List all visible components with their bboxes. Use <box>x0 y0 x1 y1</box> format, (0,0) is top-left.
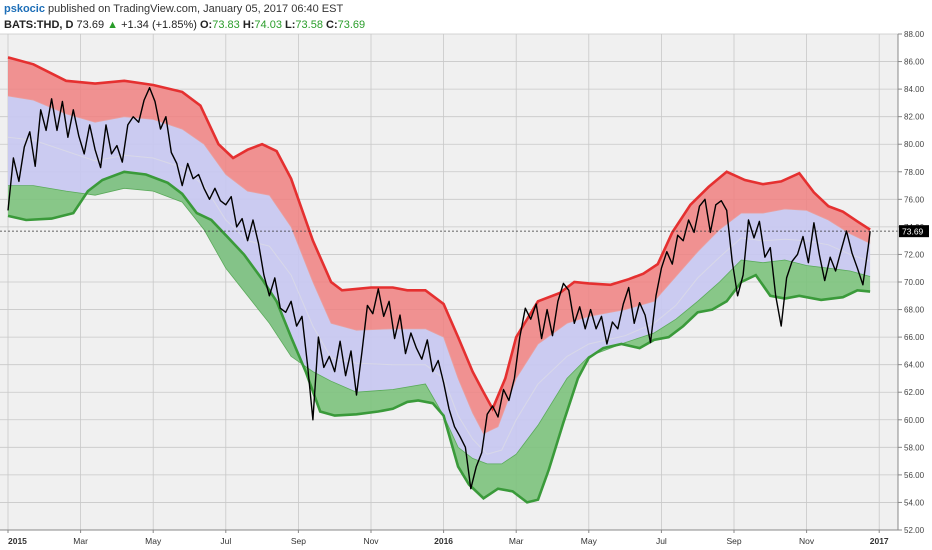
x-tick-label: Nov <box>799 536 815 546</box>
y-tick-label: 76.00 <box>904 195 925 204</box>
y-tick-label: 86.00 <box>904 58 925 67</box>
author-link[interactable]: pskocic <box>4 3 45 15</box>
x-tick-label: Sep <box>291 536 306 546</box>
high-value: 74.03 <box>254 19 282 31</box>
y-tick-label: 62.00 <box>904 388 925 397</box>
y-tick-label: 54.00 <box>904 498 925 507</box>
y-tick-label: 82.00 <box>904 113 925 122</box>
y-tick-label: 66.00 <box>904 333 925 342</box>
x-tick-label: 2017 <box>870 536 889 546</box>
x-tick-label: May <box>581 536 598 546</box>
y-tick-label: 88.00 <box>904 30 925 39</box>
publish-line: pskocic published on TradingView.com, Ja… <box>4 2 704 17</box>
ohlc-line: BATS:THD, D 73.69 ▲ +1.34 (+1.85%) O:73.… <box>4 18 704 33</box>
upper-band-line <box>7 56 871 412</box>
y-tick-label: 70.00 <box>904 278 925 287</box>
x-tick-label: Nov <box>363 536 379 546</box>
close-label: C: <box>326 19 338 31</box>
price-line <box>7 86 871 490</box>
y-tick-label: 64.00 <box>904 361 925 370</box>
x-tick-label: May <box>145 536 162 546</box>
x-tick-label: Sep <box>726 536 741 546</box>
x-tick-label: Mar <box>509 536 524 546</box>
lower-band-line <box>7 170 871 504</box>
y-tick-label: 68.00 <box>904 306 925 315</box>
x-tick-label: Mar <box>73 536 88 546</box>
lower-mid-line <box>8 185 871 465</box>
published-text: published on TradingView.com, January 05… <box>48 3 344 15</box>
open-value: 73.83 <box>212 19 240 31</box>
close-value: 73.69 <box>337 19 366 31</box>
x-tick-label: Jul <box>656 536 667 546</box>
x-tick-label: 2015 <box>8 536 27 546</box>
last-price-badge <box>899 225 929 238</box>
y-tick-label: 80.00 <box>904 140 925 149</box>
high-label: H: <box>242 19 255 31</box>
y-tick-label: 84.00 <box>904 85 925 94</box>
y-tick-label: 58.00 <box>904 443 925 452</box>
y-tick-label: 56.00 <box>904 471 925 480</box>
low-value: 73.58 <box>295 19 323 31</box>
y-tick-label: 52.00 <box>904 526 925 535</box>
y-tick-label: 78.00 <box>904 168 925 177</box>
chart-header: pskocic published on TradingView.com, Ja… <box>4 2 704 34</box>
last-price-label: 73.69 <box>902 227 924 237</box>
last-value: 73.69 <box>76 19 105 31</box>
change-value: +1.34 (+1.85%) <box>121 19 197 31</box>
up-arrow-icon: ▲ <box>107 19 119 31</box>
middle-band-fill <box>8 96 871 464</box>
lower-band-fill <box>8 171 871 503</box>
x-tick-label: 2016 <box>434 536 453 546</box>
x-tick-label: Jul <box>220 536 231 546</box>
upper-mid-line <box>7 95 871 435</box>
y-tick-label: 60.00 <box>904 416 925 425</box>
low-label: L: <box>285 19 296 31</box>
open-label: O: <box>199 19 213 31</box>
y-tick-label: 72.00 <box>904 250 925 259</box>
upper-band-fill <box>8 57 871 434</box>
symbol-label: BATS:THD, D <box>4 19 74 31</box>
